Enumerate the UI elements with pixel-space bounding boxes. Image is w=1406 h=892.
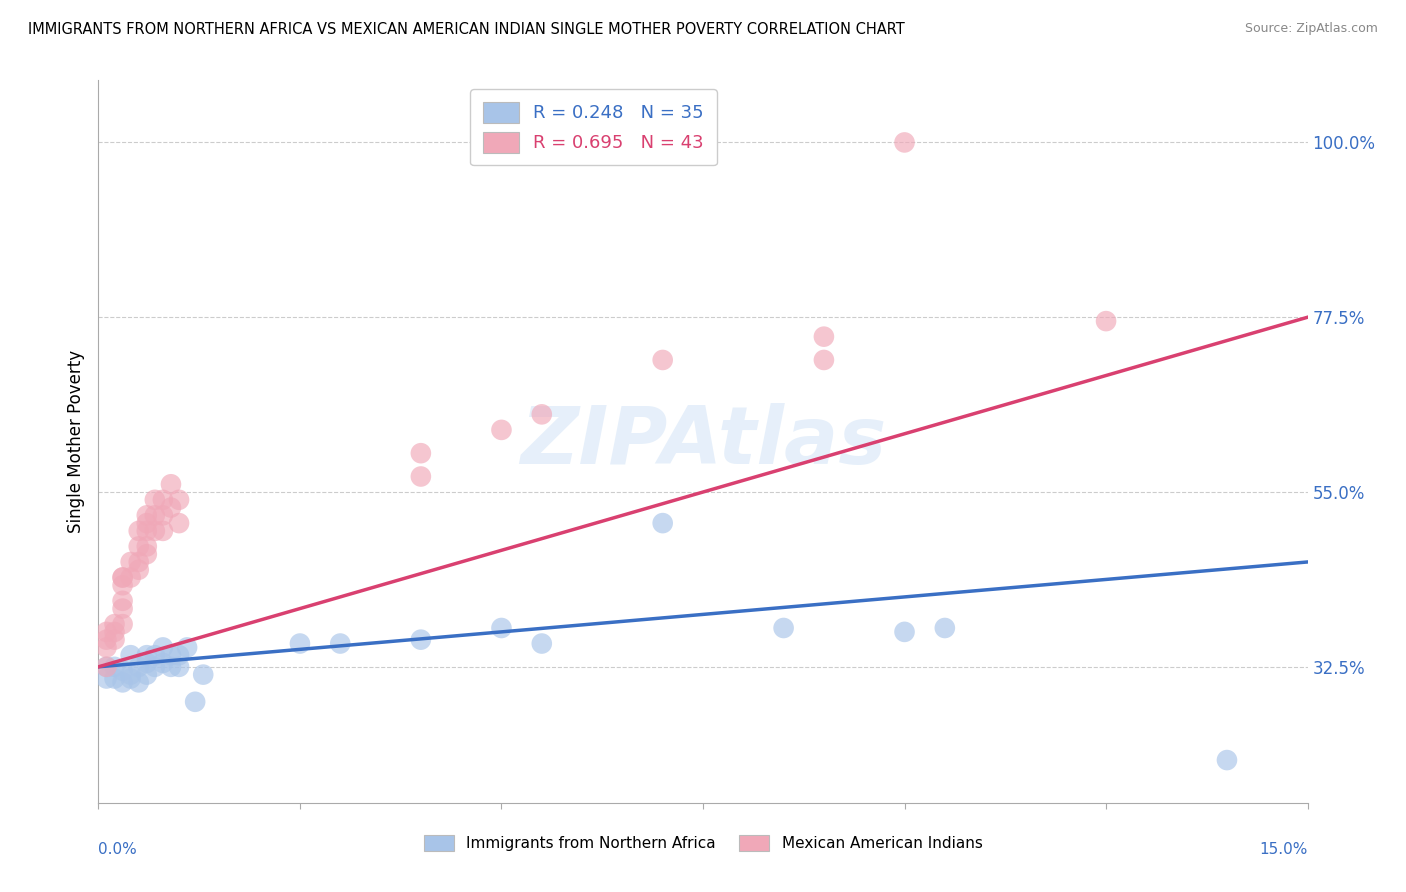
Text: Source: ZipAtlas.com: Source: ZipAtlas.com [1244, 22, 1378, 36]
Point [530, 636, 553, 650]
Point [409, 446, 432, 460]
Point [143, 648, 166, 663]
Point [135, 648, 157, 663]
Point [143, 524, 166, 538]
Text: ZIPAtlas: ZIPAtlas [520, 402, 886, 481]
Point [176, 640, 198, 655]
Point [491, 423, 513, 437]
Point [893, 136, 915, 150]
Point [143, 660, 166, 674]
Point [184, 695, 207, 709]
Point [120, 555, 142, 569]
Point [111, 664, 134, 678]
Point [152, 524, 174, 538]
Point [152, 656, 174, 670]
Point [160, 660, 183, 674]
Point [120, 667, 142, 681]
Point [152, 640, 174, 655]
Point [530, 408, 553, 422]
Point [329, 636, 352, 650]
Point [111, 675, 134, 690]
Point [1095, 314, 1118, 328]
Legend: Immigrants from Northern Africa, Mexican American Indians: Immigrants from Northern Africa, Mexican… [415, 826, 991, 860]
Text: IMMIGRANTS FROM NORTHERN AFRICA VS MEXICAN AMERICAN INDIAN SINGLE MOTHER POVERTY: IMMIGRANTS FROM NORTHERN AFRICA VS MEXIC… [28, 22, 905, 37]
Point [111, 570, 134, 584]
Point [651, 353, 673, 368]
Point [167, 648, 190, 663]
Point [934, 621, 956, 635]
Point [409, 632, 432, 647]
Point [135, 516, 157, 530]
Point [128, 555, 150, 569]
Text: 0.0%: 0.0% [98, 842, 138, 856]
Point [120, 570, 142, 584]
Point [651, 516, 673, 530]
Point [167, 516, 190, 530]
Point [135, 547, 157, 561]
Point [167, 660, 190, 674]
Point [135, 656, 157, 670]
Point [491, 621, 513, 635]
Point [111, 617, 134, 632]
Point [135, 508, 157, 523]
Point [103, 632, 125, 647]
Point [96, 640, 118, 655]
Point [135, 667, 157, 681]
Point [152, 492, 174, 507]
Point [103, 617, 125, 632]
Point [152, 508, 174, 523]
Point [103, 672, 125, 686]
Point [128, 675, 150, 690]
Point [288, 636, 311, 650]
Point [111, 594, 134, 608]
Point [96, 624, 118, 639]
Point [193, 667, 215, 681]
Point [143, 508, 166, 523]
Point [772, 621, 794, 635]
Point [160, 477, 183, 491]
Point [96, 632, 118, 647]
Point [135, 524, 157, 538]
Point [128, 540, 150, 554]
Point [128, 660, 150, 674]
Point [120, 672, 142, 686]
Point [96, 660, 118, 674]
Point [103, 660, 125, 674]
Point [120, 648, 142, 663]
Point [813, 353, 835, 368]
Point [135, 540, 157, 554]
Y-axis label: Single Mother Poverty: Single Mother Poverty [66, 350, 84, 533]
Point [111, 570, 134, 584]
Point [103, 624, 125, 639]
Point [143, 492, 166, 507]
Point [111, 578, 134, 592]
Point [160, 500, 183, 515]
Point [96, 660, 118, 674]
Point [813, 329, 835, 343]
Point [167, 492, 190, 507]
Point [160, 648, 183, 663]
Point [409, 469, 432, 483]
Point [128, 524, 150, 538]
Point [893, 624, 915, 639]
Point [96, 672, 118, 686]
Text: 15.0%: 15.0% [1260, 842, 1308, 856]
Point [128, 563, 150, 577]
Point [111, 601, 134, 615]
Point [1216, 753, 1239, 767]
